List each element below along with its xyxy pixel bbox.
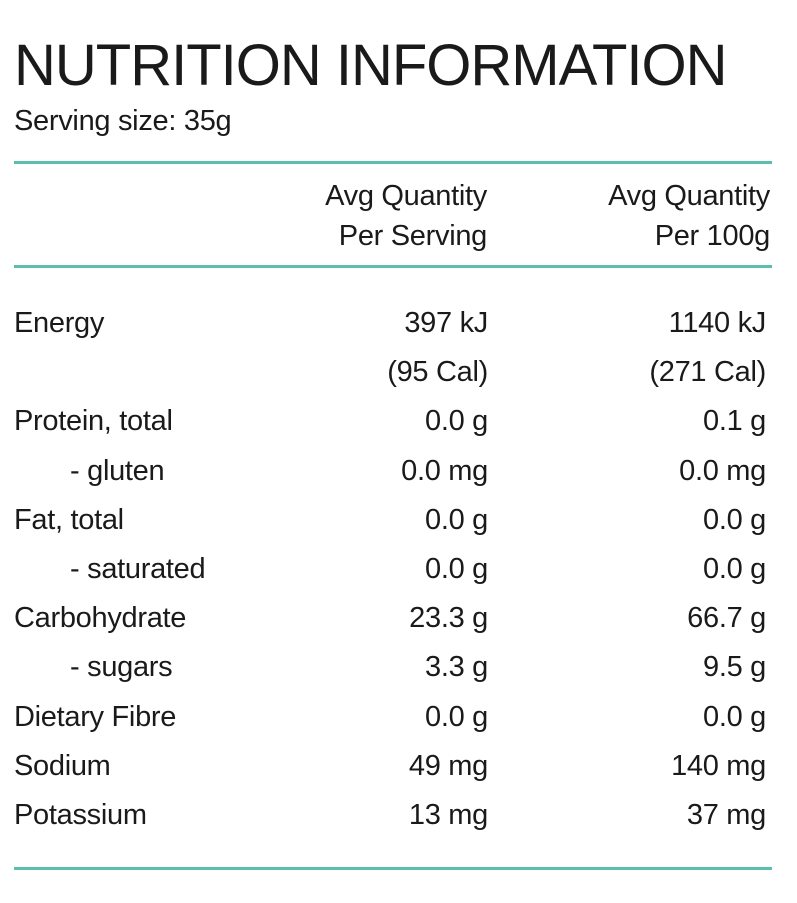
table-row: - gluten 0.0 mg 0.0 mg — [14, 447, 774, 496]
value-per-serving: 0.0 g — [425, 552, 488, 585]
value-per-serving: 397 kJ — [404, 307, 488, 339]
nutrient-label: Carbohydrate — [14, 602, 187, 635]
table-row: Protein, total 0.0 g 0.1 g — [14, 397, 774, 446]
value-per-100g: 9.5 g — [703, 651, 766, 684]
value-per-100g: (271 Cal) — [649, 356, 766, 389]
value-per-serving: 0.0 g — [425, 503, 488, 536]
table-row: - sugars 3.3 g 9.5 g — [14, 643, 774, 692]
nutrient-label: - saturated — [70, 552, 206, 585]
nutrient-label: Energy — [14, 307, 105, 339]
table-row: Sodium 49 mg 140 mg — [14, 742, 774, 791]
value-per-100g: 0.0 g — [703, 552, 766, 585]
value-per-serving: 3.3 g — [425, 651, 488, 684]
value-per-serving: 0.0 mg — [401, 454, 488, 487]
panel-title: NUTRITION INFORMATION — [14, 33, 728, 98]
table-row: Energy 397 kJ 1140 kJ — [14, 299, 774, 348]
column-header-per-100g: Avg Quantity Per 100g — [608, 176, 770, 256]
value-per-serving: 13 mg — [408, 798, 488, 831]
value-per-100g: 37 mg — [686, 798, 766, 831]
value-per-serving: 0.0 g — [425, 700, 488, 733]
table-row: Dietary Fibre 0.0 g 0.0 g — [14, 693, 774, 742]
table-row: (95 Cal) (271 Cal) — [14, 348, 774, 397]
column-header-per-serving: Avg Quantity Per Serving — [325, 176, 487, 256]
value-per-serving: 49 mg — [408, 749, 488, 782]
nutrient-label: Protein, total — [14, 405, 173, 438]
column-header-line: Avg Quantity — [608, 180, 770, 212]
nutrient-label: Sodium — [14, 749, 111, 782]
column-header-line: Per 100g — [654, 220, 771, 252]
table-row: - saturated 0.0 g 0.0 g — [14, 545, 774, 594]
nutrient-label: - sugars — [70, 651, 173, 684]
column-header-line: Avg Quantity — [325, 180, 487, 212]
table-row: Fat, total 0.0 g 0.0 g — [14, 496, 774, 545]
value-per-100g: 0.1 g — [703, 405, 766, 438]
value-per-100g: 140 mg — [671, 749, 766, 782]
value-per-100g: 66.7 g — [687, 602, 766, 635]
divider-top — [14, 161, 772, 164]
value-per-100g: 0.0 g — [703, 503, 766, 536]
divider-bottom — [14, 867, 772, 870]
table-row: Potassium 13 mg 37 mg — [14, 791, 774, 840]
table-row: Carbohydrate 23.3 g 66.7 g — [14, 594, 774, 643]
nutrient-label: - gluten — [70, 454, 165, 487]
nutrient-table: Energy 397 kJ 1140 kJ (95 Cal) (271 Cal) Prot… — [14, 299, 774, 840]
value-per-serving: 0.0 g — [425, 405, 488, 438]
value-per-serving: (95 Cal) — [387, 356, 488, 389]
nutrient-label: Dietary Fibre — [14, 700, 177, 733]
nutrient-label: Fat, total — [14, 503, 124, 536]
column-header-line: Per Serving — [338, 220, 488, 252]
value-per-100g: 0.0 g — [703, 700, 766, 733]
value-per-100g: 1140 kJ — [668, 307, 767, 339]
nutrient-label: Potassium — [14, 798, 147, 831]
value-per-100g: 0.0 mg — [679, 454, 766, 487]
divider-header — [14, 265, 772, 268]
value-per-serving: 23.3 g — [409, 602, 488, 635]
serving-size: Serving size: 35g — [14, 105, 232, 137]
